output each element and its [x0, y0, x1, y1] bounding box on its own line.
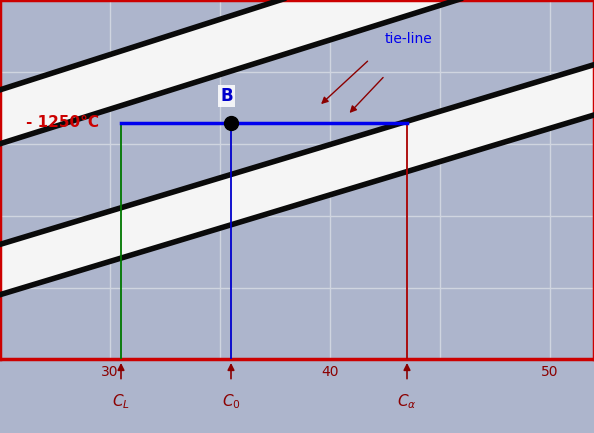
Text: $C_0$: $C_0$ — [222, 392, 241, 411]
Text: 40: 40 — [321, 365, 339, 379]
Text: 50: 50 — [541, 365, 559, 379]
Text: $C_L$: $C_L$ — [112, 392, 130, 411]
Text: B: B — [220, 87, 233, 105]
Text: 30: 30 — [101, 365, 119, 379]
Text: - 1250°C: - 1250°C — [26, 116, 99, 130]
Text: $C_\alpha$: $C_\alpha$ — [397, 392, 417, 411]
Text: tie-line: tie-line — [385, 32, 433, 46]
